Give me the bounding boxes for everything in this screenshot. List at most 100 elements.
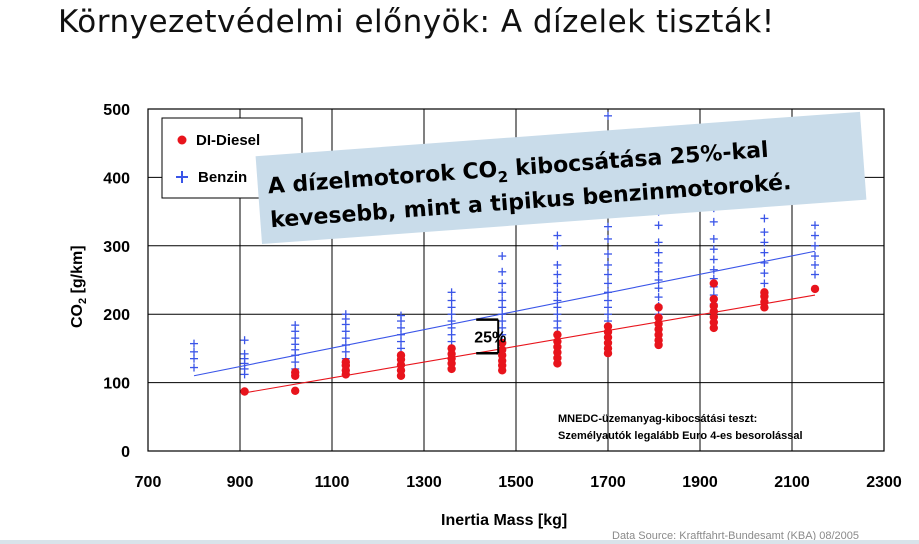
benzin-point — [341, 310, 350, 319]
benzin-point — [760, 228, 769, 237]
benzin-point — [291, 358, 300, 367]
x-tick-label: 1100 — [315, 474, 350, 491]
benzin-point — [553, 288, 562, 297]
benzin-point — [760, 258, 769, 267]
benzin-point — [654, 293, 663, 302]
benzin-point — [341, 334, 350, 343]
diesel-point — [341, 357, 350, 367]
benzin-point — [760, 214, 769, 223]
benzin-point — [447, 323, 456, 332]
benzin-point — [760, 238, 769, 247]
benzin-point — [553, 279, 562, 288]
benzin-point — [447, 317, 456, 326]
diesel-point — [709, 279, 718, 288]
diesel-point — [709, 301, 718, 311]
benzin-point — [811, 270, 819, 279]
benzin-point — [291, 321, 300, 330]
benzin-point — [709, 245, 718, 254]
benzin-point — [397, 330, 405, 339]
benzin-point — [604, 222, 612, 231]
benzin-point — [709, 217, 718, 226]
x-tick-labels: 700 900 1100 1300 1500 1700 1900 2100 2300 — [135, 474, 902, 491]
benzin-point — [604, 111, 612, 120]
diesel-point — [291, 386, 300, 396]
diesel-point — [553, 330, 562, 339]
benzin-point — [553, 231, 562, 240]
diesel-point — [447, 344, 456, 353]
benzin-point — [604, 250, 612, 259]
benzin-point — [447, 330, 456, 339]
trend-line-di-diesel — [244, 294, 816, 394]
diesel-point — [603, 322, 613, 331]
x-axis-title: Inertia Mass [kg] — [441, 512, 567, 529]
benzin-point — [553, 241, 562, 250]
footer-strip — [0, 540, 919, 544]
benzin-point — [240, 349, 249, 358]
legend-diesel-marker — [177, 135, 187, 145]
benzin-point — [811, 252, 819, 261]
y-axis-title: CO2 [g/km] — [69, 245, 89, 328]
benzin-point — [553, 296, 562, 305]
benzin-point — [498, 267, 507, 276]
diesel-point — [498, 338, 507, 348]
benzin-point — [498, 252, 507, 261]
benzin-point — [190, 339, 198, 348]
benzin-point — [654, 248, 663, 257]
x-tick-label: 700 — [135, 474, 162, 491]
x-tick-label: 900 — [227, 474, 254, 491]
benzin-point — [604, 288, 612, 297]
benzin-point — [498, 317, 507, 326]
benzin-point — [709, 255, 718, 264]
diesel-point — [498, 345, 507, 354]
benzin-point — [397, 311, 405, 320]
benzin-point — [654, 267, 663, 276]
benzin-point — [553, 260, 562, 269]
diesel-point — [760, 288, 769, 297]
benzin-point — [604, 270, 612, 279]
test-note-line-1: MNEDC-üzemanyag-kibocsátási teszt: — [558, 413, 757, 425]
legend-benzin-marker — [176, 171, 188, 183]
y-tick-label: 200 — [103, 307, 130, 324]
diesel-point — [709, 294, 718, 304]
benzin-point — [654, 258, 663, 267]
diesel-point — [291, 368, 300, 377]
callout-background — [255, 111, 867, 244]
benzin-point — [654, 221, 663, 230]
benzin-point — [447, 303, 456, 312]
benzin-point — [654, 284, 663, 293]
benzin-point — [190, 347, 198, 356]
benzin-point — [498, 288, 507, 297]
diesel-point — [654, 319, 663, 328]
diesel-point — [396, 351, 406, 360]
diesel-point — [553, 337, 562, 346]
test-note-line-2: Személyautók legalább Euro 4-es besorolá… — [558, 430, 803, 442]
benzin-point — [553, 317, 562, 326]
legend-diesel-label: DI-Diesel — [196, 132, 260, 149]
benzin-point — [654, 238, 663, 247]
benzin-point — [341, 327, 350, 336]
y-tick-label: 0 — [121, 444, 130, 461]
y-tick-labels: 0 100 200 300 400 500 — [103, 102, 130, 461]
diesel-point — [654, 303, 663, 312]
y-tick-label: 100 — [103, 376, 130, 393]
benzin-point — [760, 279, 769, 288]
legend-benzin-label: Benzin — [198, 169, 247, 186]
benzin-point — [604, 260, 612, 269]
benzin-point — [709, 234, 718, 243]
data-points — [190, 111, 820, 396]
benzin-point — [811, 241, 819, 250]
benzin-point — [811, 221, 819, 230]
diesel-point — [240, 387, 249, 396]
slide-title: Környezetvédelmi előnyök: A dízelek tisz… — [58, 4, 775, 40]
benzin-point — [553, 270, 562, 279]
benzin-point — [341, 340, 350, 349]
benzin-point — [498, 323, 507, 332]
benzin-point — [498, 303, 507, 312]
benzin-point — [498, 279, 507, 288]
benzin-point — [341, 347, 350, 356]
gap-annotation: 25% — [474, 318, 506, 355]
benzin-point — [190, 354, 198, 363]
benzin-point — [654, 276, 663, 284]
benzin-point — [604, 303, 612, 312]
